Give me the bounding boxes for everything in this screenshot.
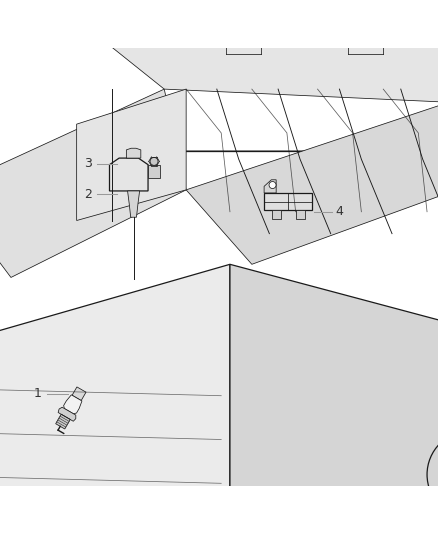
Polygon shape (72, 387, 86, 400)
Circle shape (150, 157, 158, 165)
Polygon shape (0, 89, 186, 278)
Text: 3: 3 (84, 157, 92, 170)
Circle shape (269, 182, 276, 189)
Polygon shape (64, 395, 82, 414)
Bar (296, 211, 304, 219)
Polygon shape (148, 165, 160, 178)
Text: 2: 2 (84, 188, 92, 201)
Polygon shape (58, 407, 76, 421)
Polygon shape (126, 148, 141, 158)
Polygon shape (264, 180, 276, 193)
Circle shape (427, 431, 438, 519)
Bar (272, 211, 280, 219)
Text: 4: 4 (336, 205, 343, 218)
Polygon shape (186, 102, 438, 264)
Polygon shape (0, 264, 230, 533)
Bar (264, 193, 312, 211)
Text: 1: 1 (33, 387, 41, 400)
Polygon shape (56, 414, 70, 429)
Polygon shape (127, 191, 140, 217)
Polygon shape (99, 0, 438, 102)
Polygon shape (110, 158, 148, 191)
Polygon shape (0, 151, 438, 391)
Polygon shape (77, 89, 186, 221)
Polygon shape (230, 264, 438, 533)
